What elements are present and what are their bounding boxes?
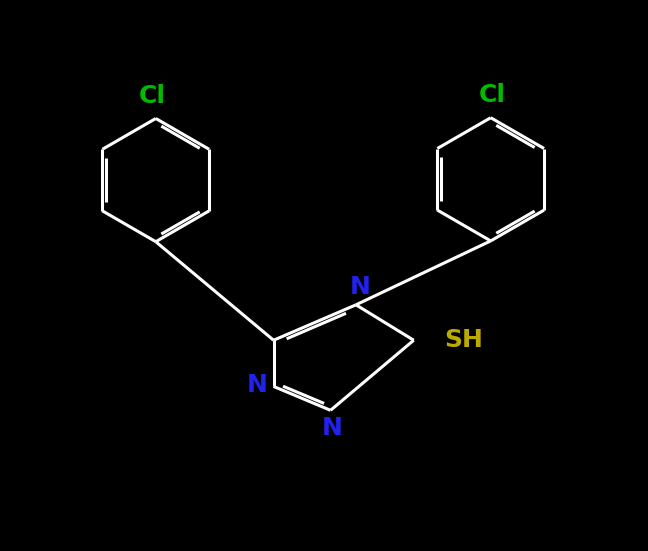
Text: Cl: Cl	[139, 84, 165, 107]
Text: N: N	[321, 417, 343, 440]
Text: N: N	[246, 373, 268, 397]
Text: Cl: Cl	[479, 83, 505, 107]
Text: N: N	[349, 274, 370, 299]
Text: SH: SH	[445, 328, 483, 352]
